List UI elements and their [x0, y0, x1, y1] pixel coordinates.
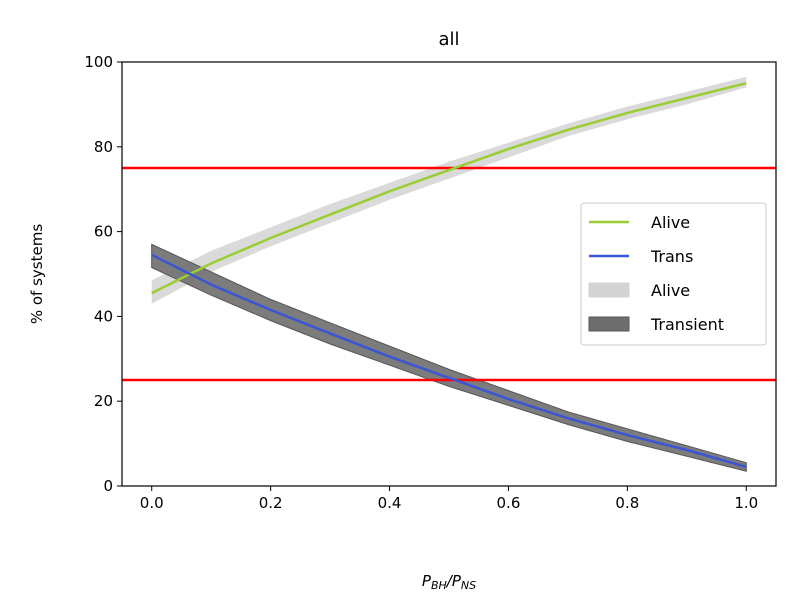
legend-label-trans: Trans: [650, 247, 693, 266]
y-tick-label: 60: [94, 223, 113, 241]
x-tick-label: 0.8: [615, 494, 639, 512]
legend-label-alive: Alive: [651, 281, 690, 300]
y-tick-label: 20: [94, 392, 113, 410]
y-tick-label: 40: [94, 307, 113, 325]
x-tick-label: 0.2: [259, 494, 283, 512]
y-axis: 0 20 40 60 80 100: [84, 53, 122, 495]
plot-frame: [121, 61, 777, 487]
legend-label-transient: Transient: [650, 315, 724, 334]
x-axis: 0.0 0.2 0.4 0.6 0.8 1.0: [140, 486, 758, 512]
band-alive-0: [151, 76, 747, 304]
legend-swatch-alive: [588, 282, 630, 298]
y-tick-label: 0: [103, 477, 113, 495]
x-tick-label: 1.0: [734, 494, 758, 512]
x-tick-label: 0.6: [497, 494, 521, 512]
x-axis-label: PBH/PNS: [422, 572, 476, 592]
x-tick-label: 0.0: [140, 494, 164, 512]
x-tick-label: 0.4: [378, 494, 402, 512]
legend-swatch-transient: [588, 316, 630, 332]
y-axis-label: % of systems: [28, 224, 46, 324]
series-line-trans: [151, 253, 747, 469]
series-line-alive: [151, 81, 747, 295]
legend-box: [580, 202, 767, 346]
chart-title: all: [438, 29, 459, 50]
band-transient-1: [151, 243, 747, 472]
y-tick-label: 80: [94, 138, 113, 156]
legend-label-alive: Alive: [651, 213, 690, 232]
plot-area: [122, 76, 776, 472]
legend: Alive Trans Alive Transient: [580, 202, 767, 346]
y-tick-label: 100: [84, 53, 113, 71]
